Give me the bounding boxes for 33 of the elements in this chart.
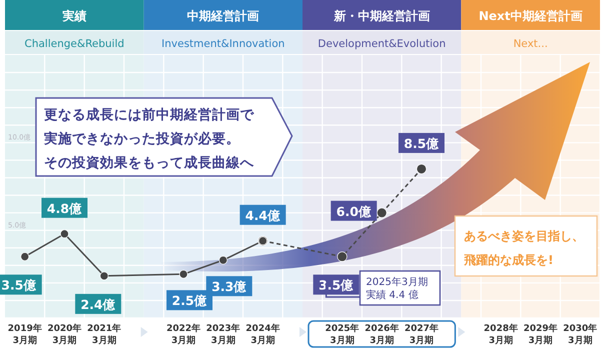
annotation: 2025年3月期実績 4.4 億 <box>366 276 428 301</box>
data-label: 2.5億 <box>172 293 208 308</box>
data-label: 2.4億 <box>80 296 117 312</box>
data-label: 4.8億 <box>46 200 84 216</box>
x-tick-label: 2025年 3月期 <box>325 323 360 346</box>
text: 実績 <box>61 9 86 23</box>
callout-investment: 更なる成長には前中期経営計画で実施できなかった投資が必要。その投資効果をもって成長曲線へ <box>35 97 293 177</box>
text: 中期経営計画 <box>187 9 260 23</box>
annotation: あるべき姿を目指し、飛躍的な成長を! <box>463 229 584 267</box>
text: 新・中期経営計画 <box>332 9 430 23</box>
text: Next中期経営計画 <box>478 9 582 23</box>
data-label: 3.5億 <box>1 278 38 293</box>
x-tick-label: 2019年 3月期 <box>8 323 42 346</box>
annotation: 更なる成長には前中期経営計画で実施できなかった投資が必要。その投資効果をもって成長曲線へ <box>44 107 255 171</box>
text: Next... <box>513 38 548 50</box>
x-tick-label: 2026年 3月期 <box>364 323 399 346</box>
x-tick-label: 2021年 3月期 <box>87 323 122 346</box>
x-tick-label: 2030年 3月期 <box>563 323 598 346</box>
data-label: 3.3億 <box>212 279 248 294</box>
x-tick-label: 2024年 3月期 <box>246 323 280 346</box>
x-tick-label: 2028年 3月期 <box>484 323 518 346</box>
text: Challenge&Rebuild <box>24 38 124 50</box>
text: Investment&Innovation <box>162 38 285 50</box>
data-label: 4.4億 <box>245 208 282 223</box>
x-tick-label: 2023年 3月期 <box>206 323 240 346</box>
x-tick-label: 2029年 3月期 <box>523 323 558 346</box>
x-tick-label: 2020年 3月期 <box>47 323 82 346</box>
text: Development&Evolution <box>318 38 446 50</box>
x-tick-label: 2027年 3月期 <box>404 323 439 346</box>
data-label: 3.5億 <box>318 278 355 293</box>
data-label: 8.5億 <box>404 136 440 151</box>
x-tick-label: 2022年 3月期 <box>166 323 201 346</box>
data-label: 6.0億 <box>336 204 372 219</box>
